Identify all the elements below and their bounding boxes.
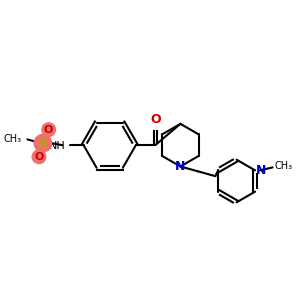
Circle shape <box>42 123 56 136</box>
Text: O: O <box>44 125 53 135</box>
Text: O: O <box>34 152 44 162</box>
Text: N: N <box>175 160 186 173</box>
Circle shape <box>32 150 46 164</box>
Text: S: S <box>38 137 47 150</box>
Text: N: N <box>256 164 266 177</box>
Text: CH₃: CH₃ <box>274 160 292 170</box>
Text: O: O <box>150 113 160 126</box>
Text: CH₃: CH₃ <box>3 134 22 144</box>
Text: NH: NH <box>50 141 66 151</box>
Circle shape <box>34 134 52 152</box>
